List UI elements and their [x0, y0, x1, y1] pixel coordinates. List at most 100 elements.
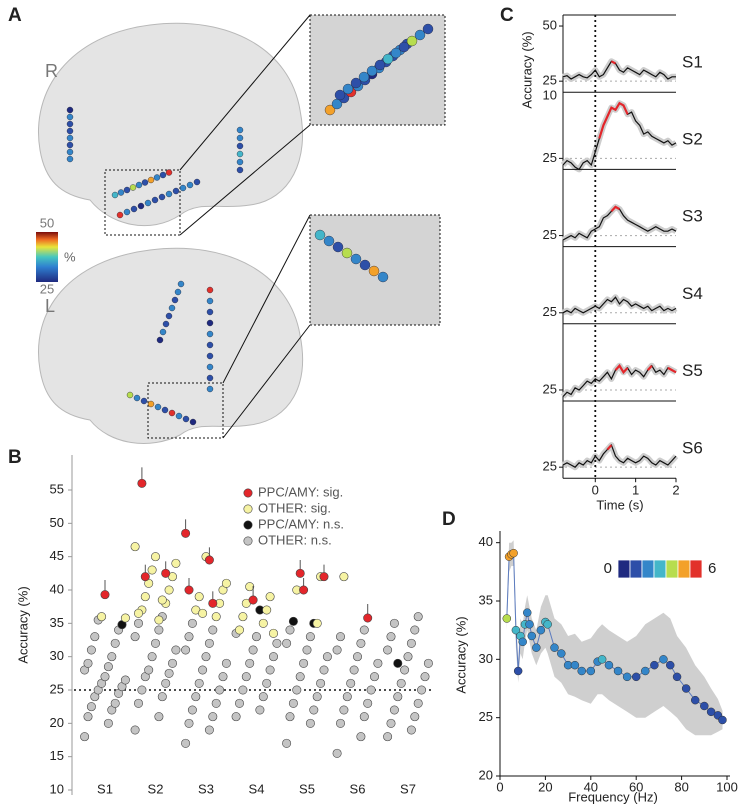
point	[164, 668, 174, 678]
y-tick-label: 40	[50, 581, 64, 596]
electrode	[422, 23, 434, 35]
line	[562, 443, 677, 468]
point	[231, 712, 241, 722]
line	[562, 60, 676, 80]
panel-name: S4	[682, 284, 703, 303]
x-tick-label: S6	[350, 781, 366, 796]
legend-label: OTHER: sig.	[258, 500, 331, 515]
point	[187, 705, 197, 715]
point	[218, 672, 228, 682]
point	[359, 712, 369, 722]
zoom-line	[179, 14, 311, 171]
hemisphere-label: L	[45, 296, 55, 316]
point	[413, 698, 423, 708]
point	[339, 705, 349, 715]
electrode	[151, 196, 159, 204]
point	[672, 672, 682, 682]
point	[151, 552, 161, 562]
point	[393, 692, 403, 702]
colorbar-tick-label: 6	[708, 560, 716, 577]
x-tick-label: 60	[629, 779, 643, 794]
x-tick-label: 40	[584, 779, 598, 794]
point	[393, 658, 403, 668]
point	[258, 618, 268, 628]
point	[305, 632, 315, 642]
point	[194, 592, 204, 602]
point	[171, 558, 181, 568]
point	[268, 652, 278, 662]
point	[406, 725, 416, 735]
significant-segment	[610, 205, 621, 213]
point	[622, 672, 632, 682]
electrode	[334, 89, 346, 101]
point	[282, 638, 292, 648]
point	[265, 665, 275, 675]
point	[184, 585, 194, 595]
point	[389, 705, 399, 715]
point	[154, 712, 164, 722]
point	[527, 631, 537, 641]
point	[335, 718, 345, 728]
electrode	[193, 178, 201, 186]
electrode	[398, 41, 410, 53]
point	[383, 732, 393, 742]
point	[181, 528, 191, 538]
zoom-box	[104, 169, 181, 236]
legend-label: PPC/AMY: sig.	[258, 484, 343, 499]
point	[140, 592, 150, 602]
point	[690, 695, 700, 705]
line	[562, 296, 677, 314]
annotation: 10	[543, 88, 557, 103]
electrode	[171, 296, 179, 304]
point	[659, 655, 668, 664]
point	[181, 645, 191, 655]
point	[282, 738, 292, 748]
point	[80, 732, 90, 742]
point	[191, 692, 201, 702]
point	[154, 615, 164, 625]
hemisphere-label: R	[45, 61, 58, 81]
electrode	[141, 179, 149, 186]
colorbar-tick-label: 50	[40, 215, 54, 230]
y-tick-label: 55	[50, 481, 64, 496]
electrode	[236, 126, 244, 134]
electrode	[116, 211, 124, 219]
electrode	[323, 235, 335, 247]
y-tick-label: 15	[50, 748, 64, 763]
point	[383, 645, 393, 655]
point	[369, 672, 379, 682]
colorbar	[36, 232, 58, 282]
point	[211, 612, 221, 622]
y-tick-label: 25	[543, 227, 557, 242]
electrode	[377, 271, 389, 283]
electrode	[117, 189, 125, 196]
point	[134, 698, 144, 708]
point	[423, 658, 433, 668]
point	[346, 678, 356, 688]
point	[312, 692, 322, 702]
electrode	[147, 176, 155, 184]
y-tick-label: 50	[50, 515, 64, 530]
electrode	[165, 169, 173, 176]
x-tick-label: S3	[198, 781, 214, 796]
point	[706, 707, 716, 717]
point	[86, 702, 96, 712]
point	[518, 637, 527, 647]
point	[100, 590, 110, 600]
electrode	[174, 288, 182, 296]
electrode	[135, 181, 143, 189]
point	[90, 632, 100, 642]
x-tick-label: 20	[538, 779, 552, 794]
point	[245, 582, 255, 592]
point	[198, 608, 208, 618]
point	[147, 565, 157, 575]
electrode	[111, 191, 119, 199]
point	[509, 548, 518, 558]
point	[110, 638, 120, 648]
point	[511, 625, 521, 635]
y-axis-title: Accuracy (%)	[519, 31, 534, 108]
point	[235, 698, 245, 708]
colorbar-tick-label: 0	[604, 560, 612, 577]
sem-band	[560, 100, 678, 173]
